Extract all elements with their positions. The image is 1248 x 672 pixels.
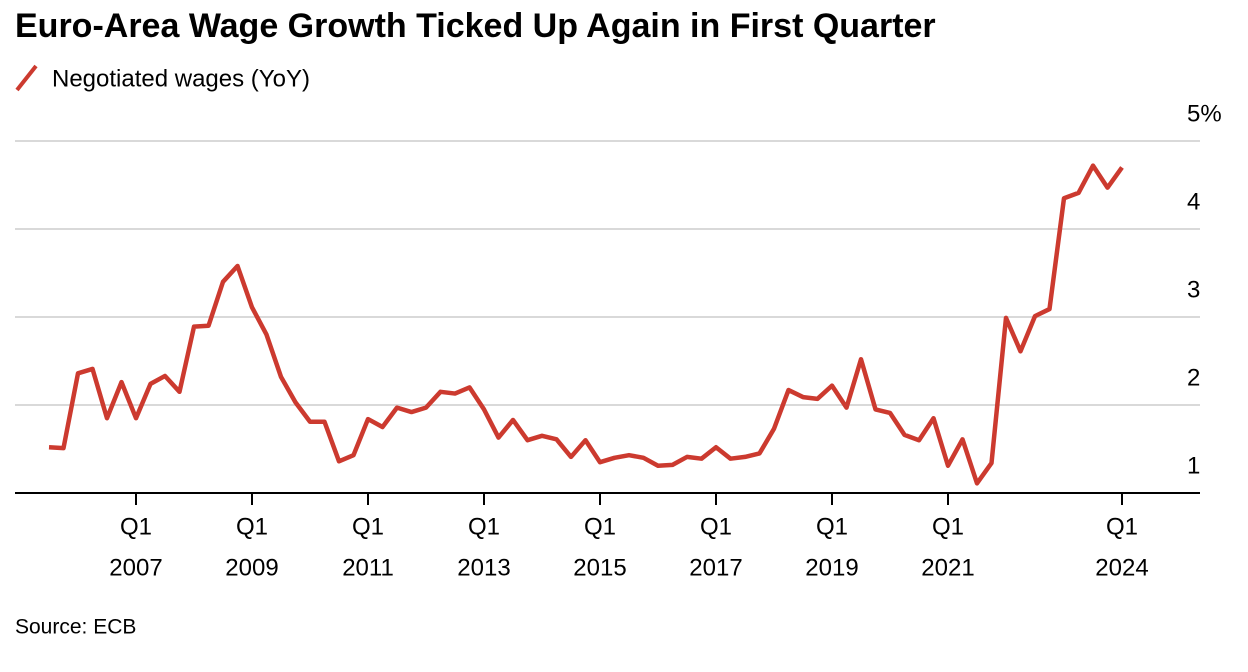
legend-label: Negotiated wages (YoY) (52, 65, 310, 92)
x-tick-label: Q1 (236, 513, 268, 540)
x-tick-label: 2009 (225, 554, 278, 581)
x-tick-label: 2013 (457, 554, 510, 581)
source: Source: ECB (15, 616, 136, 639)
x-tick-label: Q1 (1106, 513, 1138, 540)
x-tick-label: 2011 (342, 554, 394, 581)
x-tick-label: Q1 (932, 513, 964, 540)
x-tick-label: Q1 (816, 513, 848, 540)
x-tick-label: 2017 (689, 554, 742, 581)
y-tick-label: 5% (1187, 100, 1222, 127)
y-tick-label: 3 (1187, 276, 1200, 303)
x-tick-label: Q1 (468, 513, 500, 540)
x-tick-label: Q1 (120, 513, 152, 540)
data-line (48, 163, 1124, 486)
x-tick-label: Q1 (352, 513, 384, 540)
x-tick-label: Q1 (584, 513, 616, 540)
x-tick-label: 2007 (109, 554, 162, 581)
x-tick-label: 2024 (1095, 554, 1148, 581)
legend-swatch (15, 64, 38, 92)
y-tick-label: 4 (1187, 188, 1200, 215)
x-tick-label: 2021 (921, 554, 974, 581)
x-tick-label: Q1 (700, 513, 732, 540)
y-tick-label: 2 (1187, 364, 1200, 391)
x-tick-label: 2019 (805, 554, 858, 581)
chart-title: Euro-Area Wage Growth Ticked Up Again in… (15, 7, 936, 45)
y-tick-label: 1 (1187, 452, 1200, 479)
x-tick-label: 2015 (573, 554, 626, 581)
